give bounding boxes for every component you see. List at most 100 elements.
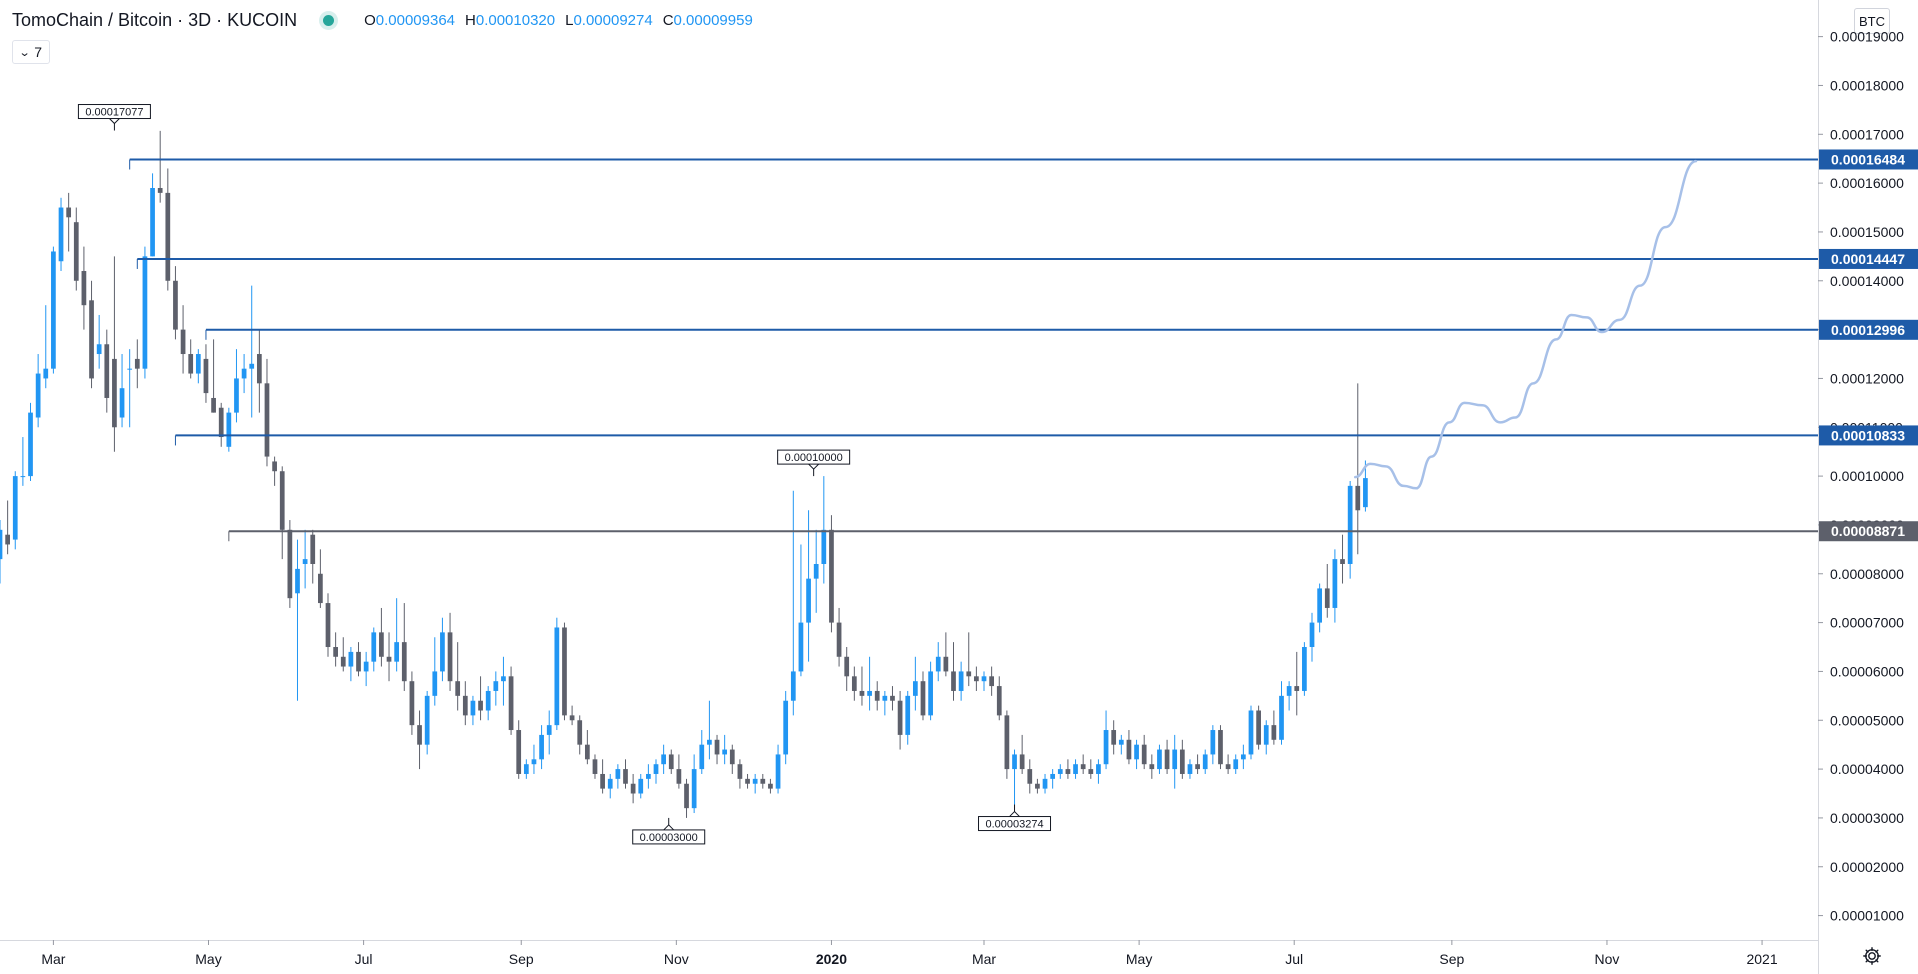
price-level-tag-label: 0.00012996 [1831, 322, 1905, 338]
candle-up [813, 564, 819, 579]
price-tick-label: 0.00003000 [1830, 810, 1904, 826]
candle-up [882, 695, 888, 701]
candle-up [1134, 744, 1139, 760]
candle-up [28, 412, 33, 477]
candle-up [226, 412, 232, 447]
candle-up [1210, 730, 1216, 755]
candle-down [569, 715, 575, 721]
candle-down [66, 207, 72, 218]
price-tick-label: 0.00006000 [1830, 663, 1904, 679]
candle-down [1080, 764, 1086, 770]
candle-up [440, 632, 445, 672]
candle-up [981, 676, 987, 682]
candle-up [12, 476, 18, 540]
price-callout-box [77, 104, 151, 120]
candle-down [1126, 739, 1132, 760]
gear-icon[interactable] [1860, 944, 1884, 968]
candle-up [1073, 764, 1078, 774]
time-tick-label: Jul [355, 951, 373, 967]
candle-up [905, 695, 911, 735]
candle-up [638, 778, 644, 794]
candle-up [821, 529, 827, 564]
candle-up [249, 363, 255, 369]
candle-up [470, 700, 476, 716]
price-tick-label: 0.00012000 [1830, 370, 1904, 386]
time-tick-label: Sep [1439, 951, 1464, 967]
status-dot-icon [323, 15, 335, 26]
candle-down [325, 603, 331, 648]
currency-button[interactable]: BTC [1854, 8, 1890, 34]
candle-down [1065, 769, 1071, 774]
candle-down [966, 671, 972, 677]
time-tick-label: 2021 [1746, 951, 1777, 967]
candle-down [577, 720, 583, 745]
candle-down [256, 354, 262, 384]
candle-down [455, 681, 461, 696]
candle-down [180, 329, 186, 355]
candle-down [668, 754, 674, 770]
candle-up [539, 734, 544, 760]
candle-down [157, 188, 163, 193]
price-level-tag [1819, 425, 1918, 446]
candle-down [264, 383, 270, 457]
candle-down [203, 358, 209, 394]
candle-up [119, 388, 125, 418]
candle-up [20, 476, 26, 478]
candle-down [676, 769, 682, 784]
candle-down [974, 676, 979, 682]
ohlc-open-label: O [364, 12, 376, 29]
callout-arrow [663, 824, 675, 831]
candle-up [0, 529, 3, 560]
callout-arrow [109, 118, 120, 125]
price-level-tag [1819, 149, 1918, 170]
candle-up [1363, 478, 1368, 508]
symbol-title[interactable]: TomoChain / Bitcoin · 3D · KUCOIN [12, 10, 298, 30]
candle-up [546, 725, 552, 735]
candle-down [287, 529, 293, 599]
candle-down [1111, 730, 1117, 745]
price-level-tag-label: 0.00016484 [1831, 151, 1905, 167]
candle-down [211, 397, 216, 413]
candle-up [1042, 778, 1048, 789]
candle-down [386, 656, 392, 662]
candle-down [1179, 749, 1185, 774]
indicators-toggle-button[interactable]: ⌄ 7 [12, 40, 50, 64]
candle-up [798, 622, 804, 672]
price-tick-label: 0.00019000 [1830, 29, 1904, 45]
candle-up [1286, 686, 1292, 696]
candle-up [302, 559, 308, 564]
candle-down [1256, 710, 1261, 745]
price-callout-box [777, 449, 851, 465]
candle-down [1035, 783, 1040, 789]
price-tick-label: 0.00017000 [1830, 126, 1904, 142]
candle-down [1225, 764, 1231, 770]
candle-down [714, 739, 720, 755]
candle-down [1195, 764, 1200, 770]
candle-up [1317, 588, 1323, 623]
candle-down [89, 300, 94, 379]
candle-up [485, 690, 491, 711]
price-tick-label: 0.00001000 [1830, 908, 1904, 924]
candle-down [920, 681, 926, 716]
candle-up [1050, 773, 1056, 779]
candle-up [501, 676, 506, 682]
candle-down [1088, 769, 1094, 774]
candle-down [760, 778, 766, 784]
ohlc-high-label: H [465, 12, 476, 29]
candle-down [874, 690, 880, 701]
candle-down [1294, 686, 1300, 691]
time-tick-label: May [195, 951, 221, 967]
candle-up [752, 778, 758, 784]
ohlc-open-value: 0.00009364 [375, 12, 456, 29]
price-level-tag [1819, 319, 1918, 340]
candle-down [1340, 559, 1345, 564]
candle-down [356, 651, 361, 672]
price-level-tag-label: 0.00014447 [1831, 251, 1905, 267]
chevron-down-icon: ⌄ [18, 46, 31, 59]
candle-up [363, 661, 369, 672]
candle-down [996, 686, 1002, 716]
candle-up [493, 681, 499, 691]
candle-up [790, 671, 796, 701]
ohlc-low-value: 0.00009274 [573, 12, 653, 29]
